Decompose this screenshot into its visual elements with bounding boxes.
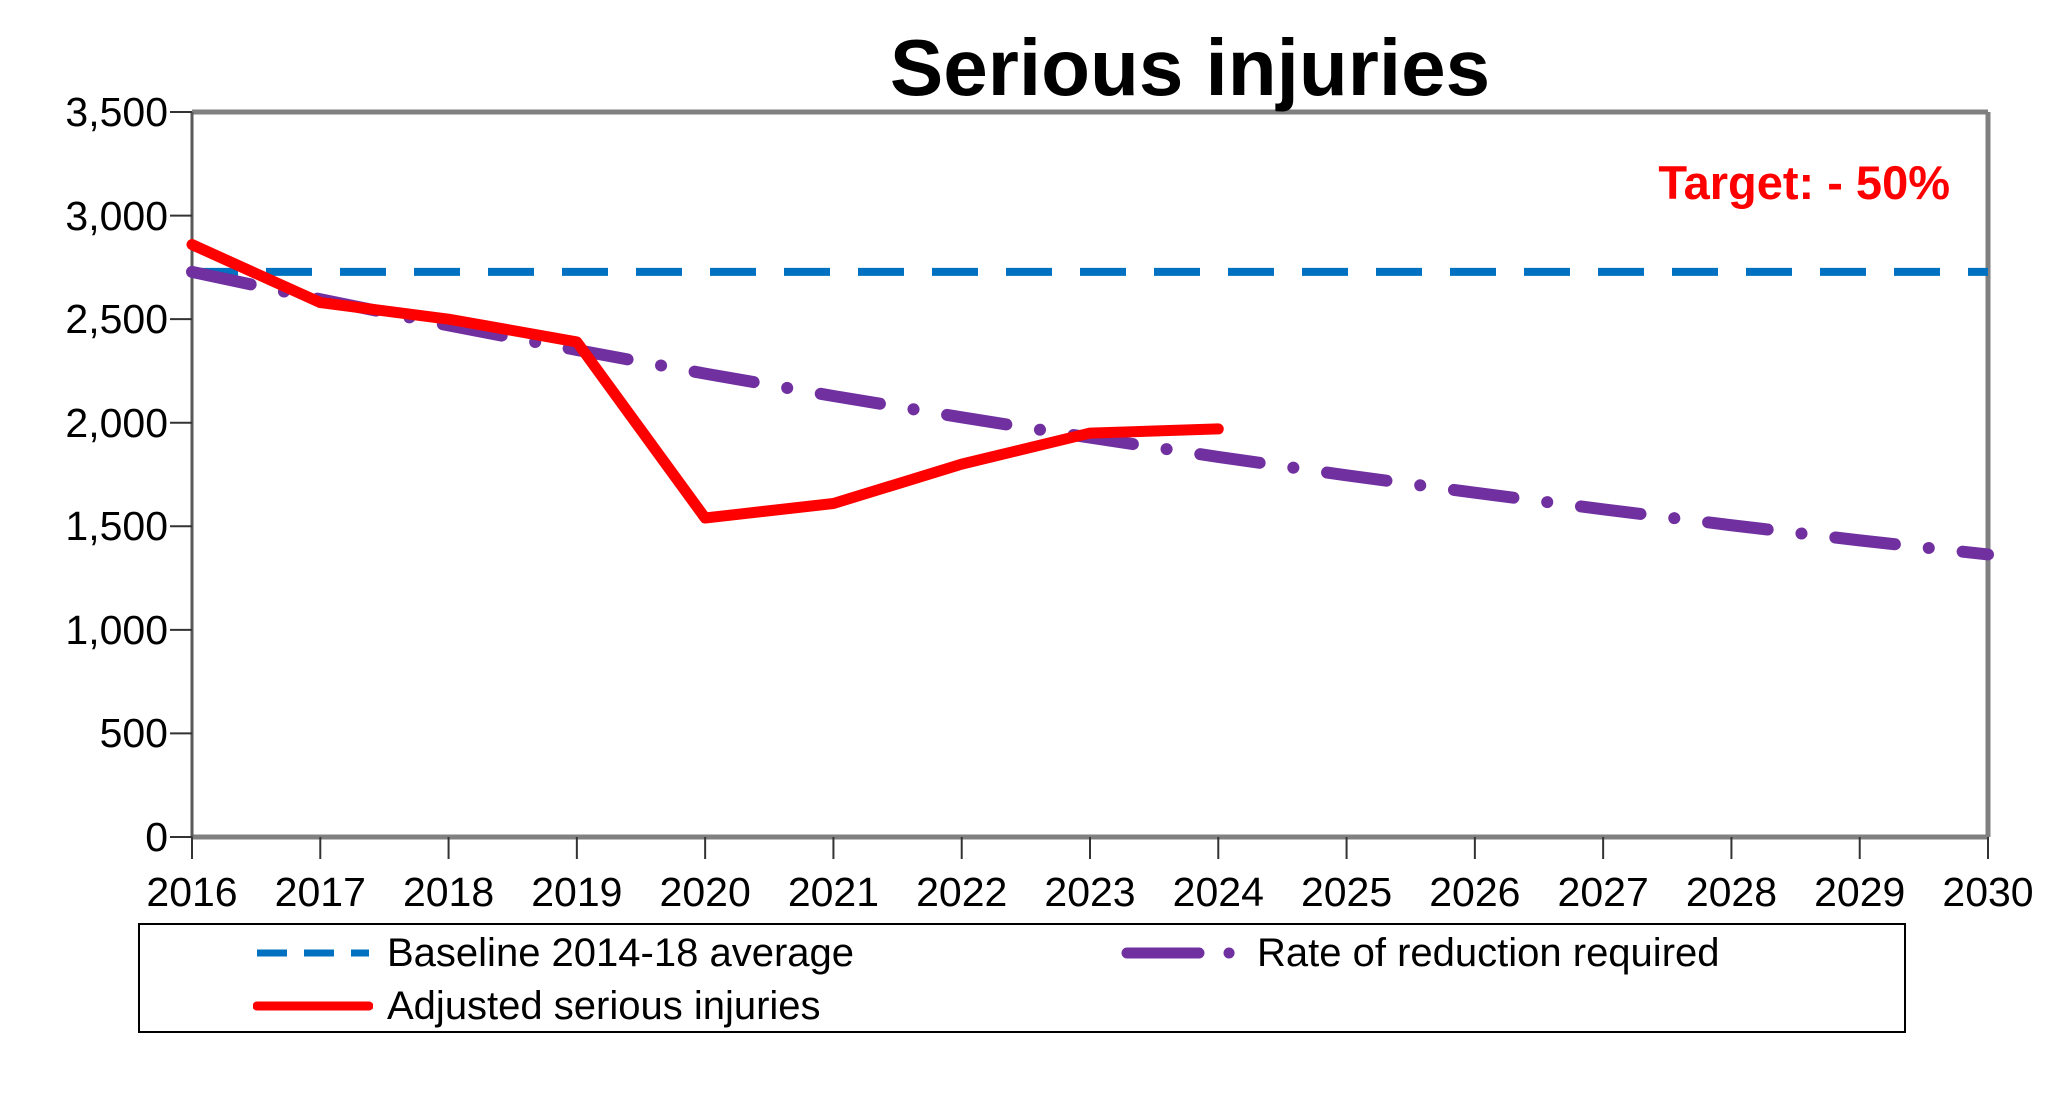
x-tick-label: 2029 bbox=[1814, 869, 1906, 915]
legend-label-baseline: Baseline 2014-18 average bbox=[387, 930, 855, 975]
chart-title: Serious injuries bbox=[889, 23, 1491, 112]
legend-label-adjusted: Adjusted serious injuries bbox=[387, 983, 821, 1028]
x-tick-label: 2019 bbox=[531, 869, 623, 915]
x-tick-label: 2024 bbox=[1172, 869, 1264, 915]
baseline-line-swatch bbox=[257, 949, 369, 957]
legend: Baseline 2014-18 average Rate of reducti… bbox=[138, 923, 1906, 1033]
y-tick-label: 1,000 bbox=[65, 606, 168, 653]
x-tick-label: 2017 bbox=[274, 869, 366, 915]
legend-item-adjusted: Adjusted serious injuries bbox=[253, 982, 821, 1030]
x-tick-label: 2027 bbox=[1557, 869, 1649, 915]
x-tick-label: 2020 bbox=[659, 869, 751, 915]
legend-item-rate: Rate of reduction required bbox=[1119, 929, 1720, 977]
legend-label-rate: Rate of reduction required bbox=[1257, 930, 1720, 975]
x-tick-label: 2022 bbox=[916, 869, 1008, 915]
x-tick-label: 2023 bbox=[1044, 869, 1136, 915]
y-tick-label: 0 bbox=[145, 814, 168, 860]
legend-item-baseline: Baseline 2014-18 average bbox=[253, 929, 854, 977]
x-tick-label: 2026 bbox=[1429, 869, 1521, 915]
y-tick-label: 3,000 bbox=[65, 192, 168, 239]
target-annotation: Target: - 50% bbox=[1658, 156, 1950, 209]
x-tick-label: 2018 bbox=[402, 869, 495, 915]
rate-line-swatch bbox=[1121, 947, 1243, 959]
y-tick-label: 1,500 bbox=[65, 503, 168, 550]
y-tick-label: 2,500 bbox=[65, 296, 168, 343]
x-tick-label: 2025 bbox=[1300, 869, 1393, 915]
series-line-2 bbox=[186, 239, 1224, 524]
x-tick-label: 2016 bbox=[146, 869, 238, 915]
adjusted-line-swatch bbox=[253, 1001, 373, 1011]
y-tick-label: 500 bbox=[99, 710, 168, 757]
x-tick-label: 2028 bbox=[1685, 869, 1778, 915]
x-tick-label: 2021 bbox=[787, 869, 880, 915]
y-tick-label: 3,500 bbox=[65, 89, 168, 135]
x-tick-label: 2030 bbox=[1942, 869, 2034, 915]
y-tick-label: 2,000 bbox=[65, 399, 168, 446]
series-line-1 bbox=[186, 265, 1994, 561]
